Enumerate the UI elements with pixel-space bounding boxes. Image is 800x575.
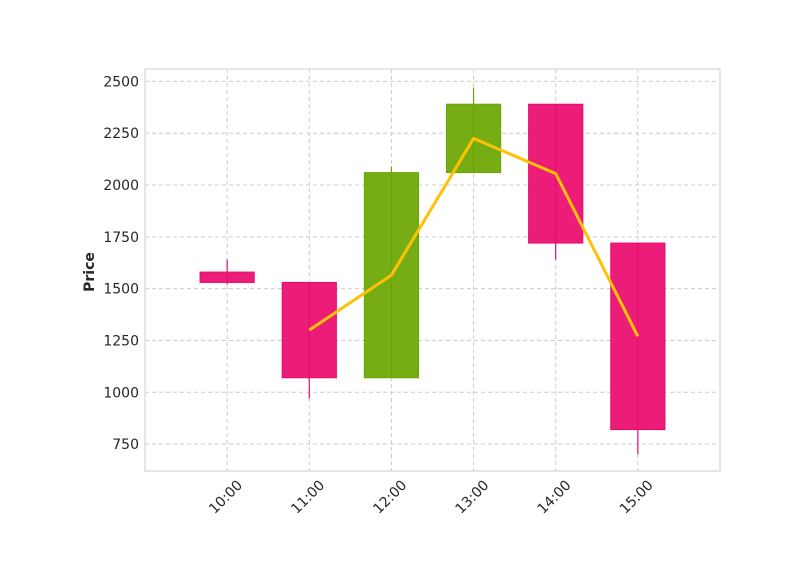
y-tick-label: 1500 <box>103 282 139 298</box>
y-tick-label: 1250 <box>103 333 139 349</box>
y-axis-ticks: 750 1000 1250 1500 1750 2000 2250 2500 <box>103 74 139 453</box>
y-axis-label: Price <box>82 252 98 292</box>
candle-body <box>610 242 666 431</box>
candle-body <box>199 271 255 283</box>
y-tick-label: 750 <box>112 437 139 453</box>
trend-line-group <box>308 136 640 337</box>
plot-frame <box>144 68 721 472</box>
y-tick-label: 1000 <box>103 385 139 401</box>
y-tick-label: 2000 <box>103 178 139 194</box>
trend-line <box>308 136 640 337</box>
y-tick-label: 2250 <box>103 126 139 142</box>
y-tick-label: 2500 <box>103 74 139 90</box>
y-tick-label: 1750 <box>103 230 139 246</box>
